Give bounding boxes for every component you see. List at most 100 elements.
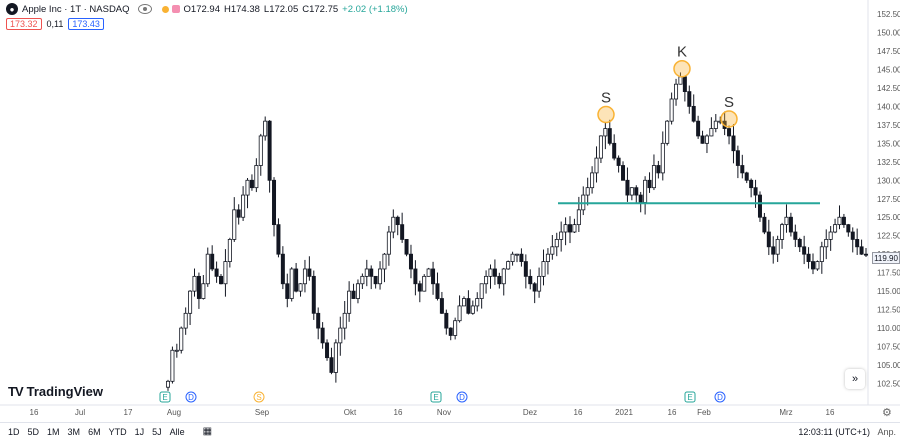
candle-body <box>320 327 325 344</box>
candle-body <box>762 216 767 233</box>
event-marker-e[interactable]: E <box>684 391 696 403</box>
range-button-3m[interactable]: 3M <box>67 426 81 437</box>
symbol-title[interactable]: Apple Inc · 1T · NASDAQ <box>22 3 130 15</box>
y-tick-label: 115.00 <box>877 287 900 296</box>
pattern-label: K <box>677 44 687 61</box>
candle-body <box>607 128 612 144</box>
range-button-5d[interactable]: 5D <box>27 426 40 437</box>
x-tick-label: Dez <box>523 408 537 417</box>
candle-body <box>780 224 785 240</box>
event-marker-e[interactable]: E <box>430 391 442 403</box>
candle-body <box>846 224 851 233</box>
range-button-1m[interactable]: 1M <box>47 426 60 437</box>
candle-body <box>709 128 714 137</box>
y-tick-label: 145.00 <box>877 65 900 74</box>
adjust-button[interactable]: Anp. <box>877 427 896 437</box>
candle-body <box>740 165 745 174</box>
ask-price[interactable]: 173.43 <box>68 18 104 30</box>
candle-body <box>815 261 820 270</box>
bid-price[interactable]: 173.32 <box>6 18 42 30</box>
candle-body <box>263 120 268 137</box>
candle-body <box>753 187 758 196</box>
candle-body <box>621 165 626 181</box>
y-tick-label: 112.50 <box>877 306 900 315</box>
y-tick-label: 135.00 <box>877 139 900 148</box>
pattern-marker <box>720 110 738 128</box>
event-marker-d[interactable]: D <box>714 391 726 403</box>
candle-body <box>568 224 573 233</box>
x-tick-label: Okt <box>344 408 357 417</box>
candle-body <box>219 275 224 285</box>
event-marker-label: E <box>433 393 438 402</box>
range-button-6m[interactable]: 6M <box>88 426 101 437</box>
candle-body <box>855 239 860 248</box>
candle-body <box>678 76 683 85</box>
candle-body <box>784 216 789 226</box>
range-button-ytd[interactable]: YTD <box>108 426 127 437</box>
x-tick-label: 16 <box>574 408 583 417</box>
candle-body <box>819 246 824 262</box>
event-marker-d[interactable]: D <box>185 391 197 403</box>
x-tick-label: Nov <box>437 408 451 417</box>
candle-body <box>466 298 471 314</box>
candle-body <box>797 239 802 248</box>
candle-body <box>824 239 829 248</box>
candle-body <box>241 194 246 218</box>
candle-body <box>227 239 232 262</box>
event-marker-e[interactable]: E <box>159 391 171 403</box>
y-tick-label: 137.50 <box>877 121 900 130</box>
candle-body <box>439 298 444 314</box>
candle-body <box>276 224 281 255</box>
flag-icon[interactable] <box>171 5 180 13</box>
candle-body <box>470 305 475 314</box>
calendar-icon[interactable]: ▦ <box>202 426 213 437</box>
candle-body <box>735 150 740 166</box>
event-marker-s[interactable]: S <box>253 391 265 403</box>
bottom-toolbar: 1D 5D 1M 3M 6M YTD 1J 5J Alle ▦ 12:03:11 (UTC+1)… <box>0 422 900 440</box>
candle-body <box>700 135 705 144</box>
candle-body <box>833 224 838 233</box>
y-tick-label: 125.00 <box>877 213 900 222</box>
candle-body <box>837 216 842 226</box>
gear-icon[interactable]: ⚙ <box>882 407 892 419</box>
candle-body <box>656 165 661 174</box>
candle-body <box>492 268 497 277</box>
candle-body <box>272 179 277 226</box>
range-button-alle[interactable]: Alle <box>169 426 185 437</box>
tradingview-logo[interactable]: TV TradingView <box>8 384 103 399</box>
candle-body <box>373 275 378 285</box>
candle-body <box>457 305 462 322</box>
candle-body <box>404 239 409 255</box>
range-button-1j[interactable]: 1J <box>134 426 145 437</box>
candle-body <box>165 380 170 388</box>
candle-body <box>395 216 400 226</box>
candle-body <box>245 179 250 196</box>
candle-body <box>422 275 427 292</box>
y-tick-label: 132.50 <box>877 158 900 167</box>
low-value: L172.05 <box>263 3 299 15</box>
candle-body <box>576 209 581 226</box>
event-marker-label: D <box>188 393 194 402</box>
candle-body <box>461 298 466 307</box>
clock-time[interactable]: 12:03:11 (UTC+1) <box>798 427 870 437</box>
candle-body <box>333 342 338 373</box>
candle-body <box>448 327 453 336</box>
candle-body <box>864 253 869 256</box>
candle-body <box>669 98 674 122</box>
candle-body <box>603 128 608 137</box>
candle-body <box>386 231 391 255</box>
y-tick-label: 122.50 <box>877 232 900 241</box>
scroll-to-realtime-button[interactable]: » <box>845 369 865 389</box>
range-button-1d[interactable]: 1D <box>8 426 20 437</box>
candle-body <box>254 165 259 189</box>
event-marker-d[interactable]: D <box>456 391 468 403</box>
candle-body <box>391 216 396 233</box>
candle-body <box>757 194 762 218</box>
candle-body <box>488 268 493 277</box>
candlestick-chart[interactable]: 152.50 150.00 147.50 145.00 142.50 140.00 137.… <box>0 0 900 422</box>
range-button-5j[interactable]: 5J <box>152 426 162 437</box>
candle-body <box>532 283 537 292</box>
candle-body <box>329 357 334 373</box>
candle-body <box>267 120 272 181</box>
eye-icon[interactable] <box>137 4 152 14</box>
